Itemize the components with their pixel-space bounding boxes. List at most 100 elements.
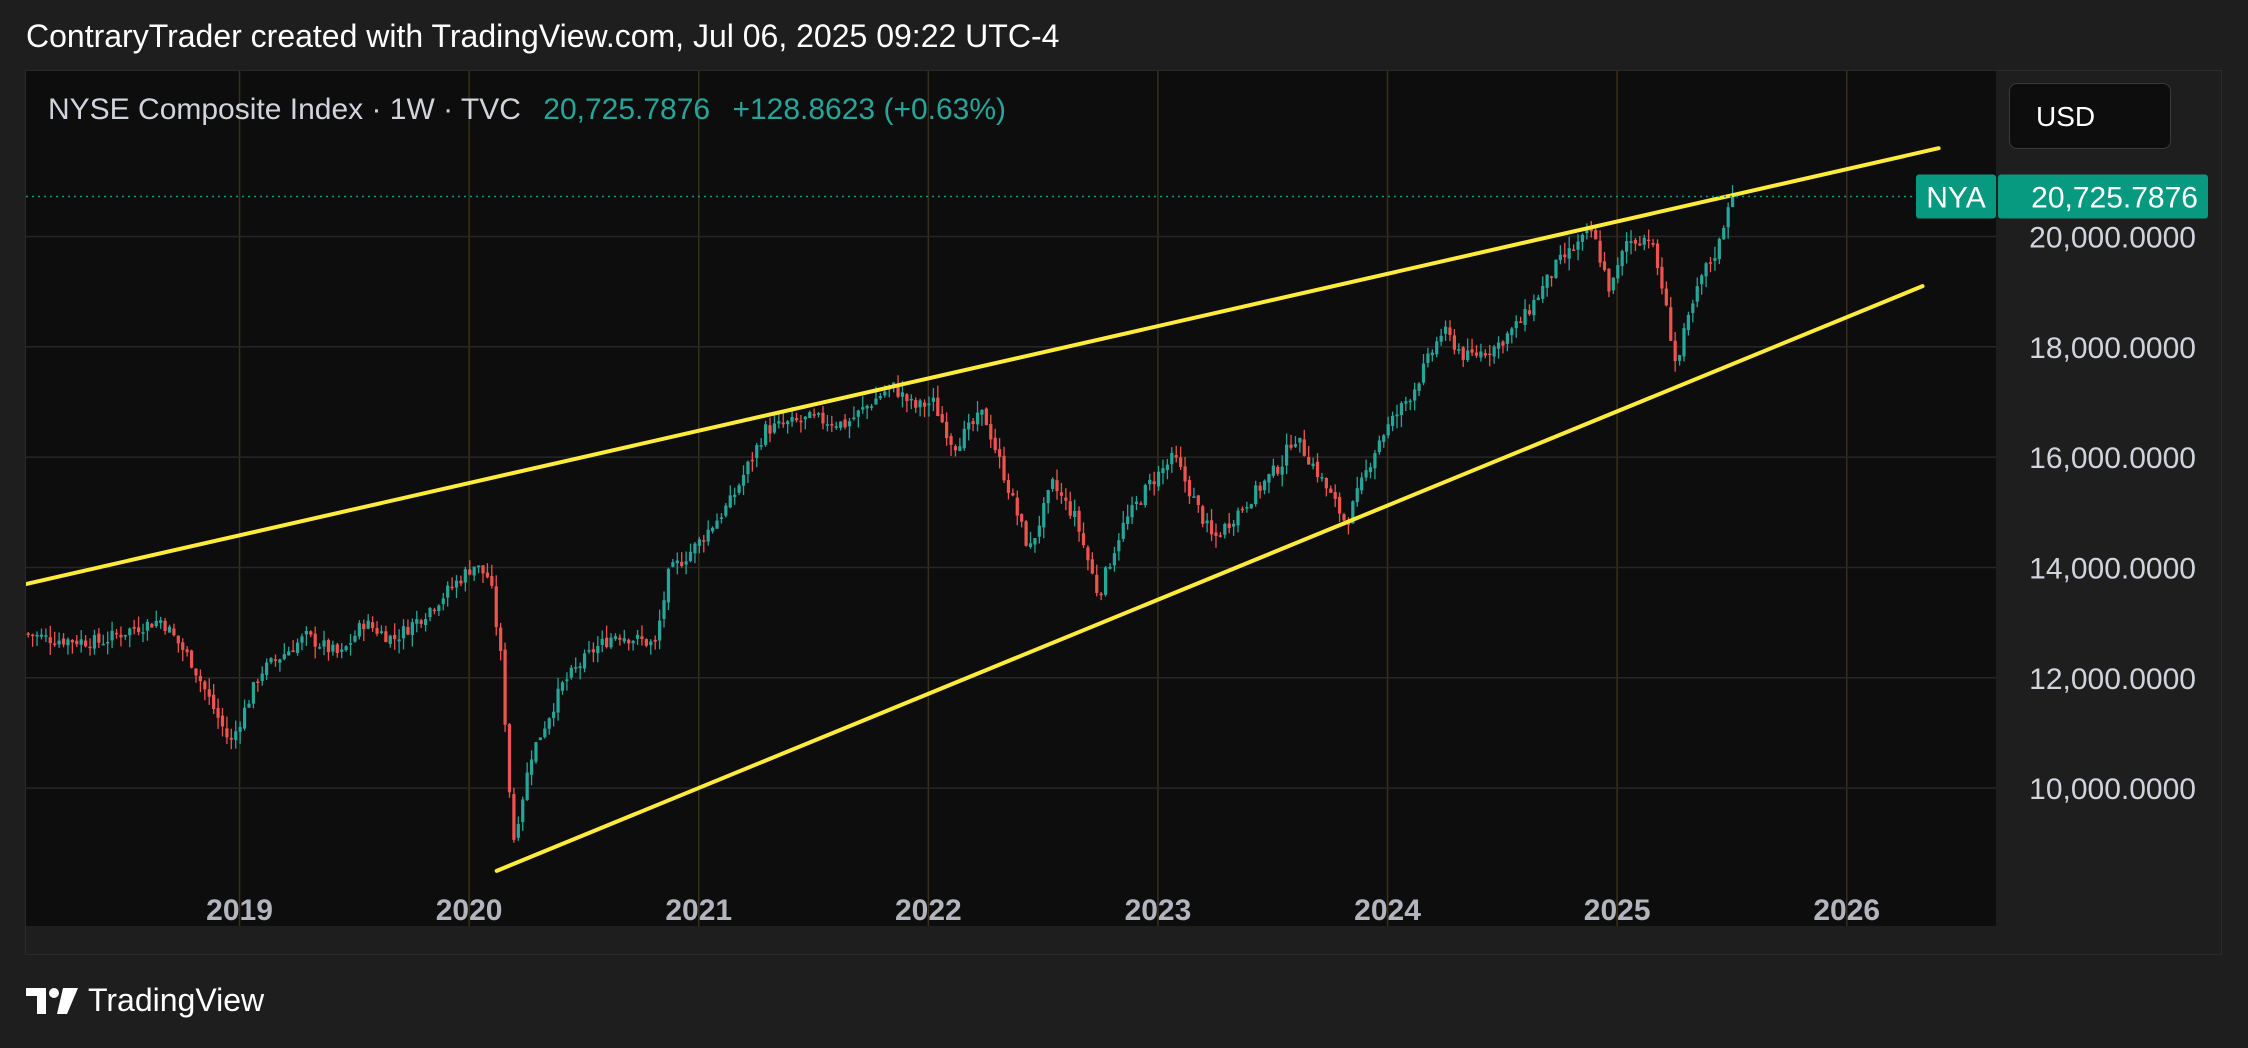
candle-body [123,634,127,637]
price-chart[interactable]: 2019 2020 2021 2022 2023 2024 2025 2026 10,000.0… [26,71,2222,955]
candle-body [931,397,935,402]
candle-body [1064,497,1068,501]
candle-body [1148,479,1152,485]
price-axis-label: 18,000.0000 [2029,332,2196,365]
candle-body [251,682,256,704]
candle-body [1298,437,1302,443]
candle-body [141,632,145,634]
candle-body [66,639,70,646]
candle-body [468,569,472,575]
candle-body [1227,523,1231,529]
candle-body [582,653,587,669]
candle-body [830,424,834,426]
candle-body [1466,350,1470,361]
trendline-lower [494,284,1925,873]
candle-body [357,623,361,637]
candle-body [1686,315,1691,331]
candle-body [490,576,494,586]
plot-background [26,71,2221,954]
candle-body [980,409,984,415]
candle-body [437,605,441,611]
time-axis-label: 2020 [436,894,503,927]
candle-body [618,637,622,640]
candle-body [1209,520,1214,535]
candle-body [1364,470,1368,478]
candle-body [1664,288,1668,306]
candle-body [609,637,613,648]
candle-body [1585,230,1589,234]
candle-body [1342,514,1346,521]
candle-body [1276,466,1280,474]
candle-body [79,639,83,645]
candle-body [1572,249,1576,251]
candle-body [900,392,905,397]
candle-body [92,635,97,649]
candle-body [26,633,30,635]
symbol-legend[interactable]: NYSE Composite Index · 1W · TVC 20,725.7… [48,93,1006,127]
candle-body [1532,300,1536,316]
candle-body [1390,415,1395,426]
candle-body [733,494,737,498]
currency-button[interactable]: USD [2009,83,2171,149]
candle-body [684,561,688,565]
candle-body [1068,501,1072,516]
candle-body [746,461,750,475]
candle-body [1099,593,1103,596]
candle-body [768,425,772,434]
candle-body [1461,347,1465,360]
candle-body [366,620,370,629]
candle-body [481,565,485,574]
candle-body [295,642,300,653]
candle-body [269,658,273,663]
time-axis-label: 2019 [206,894,273,927]
candle-body [1152,481,1156,485]
time-axis-label: 2024 [1354,894,1421,927]
candle-body [1311,463,1315,467]
candle-body [839,421,843,428]
candle-body [697,539,701,546]
candle-body [1050,479,1055,489]
candle-body [1218,535,1222,537]
candle-body [145,621,150,631]
candle-body [273,659,278,661]
candle-body [1439,335,1443,342]
candle-body [53,643,57,645]
candle-body [172,628,176,636]
tradingview-wordmark: TradingView [88,982,265,1018]
candle-body [379,631,384,634]
candle-body [538,737,543,740]
candle-body [984,408,988,426]
candle-body [790,417,794,422]
symbol-title[interactable]: NYSE Composite Index · 1W · TVC [48,93,521,126]
candle-body [936,397,940,417]
candle-body [781,422,785,425]
candle-body [39,634,44,637]
candle-body [728,495,732,508]
candle-body [1201,506,1205,524]
candle-body [512,794,516,840]
candle-body [353,635,357,642]
candle-body [406,626,410,635]
candle-body [578,666,582,669]
candle-body [521,799,525,823]
axes-layer: 2019 2020 2021 2022 2023 2024 2025 2026 10,000.0… [206,174,2208,927]
candle-body [207,689,211,697]
candle-body [905,394,909,402]
price-axis-label: 20,000.0000 [2029,221,2196,254]
candle-body [119,634,123,638]
candle-body [1558,254,1562,260]
candle-body [154,620,158,627]
candle-body [759,445,763,447]
candle-body [423,619,428,625]
footer-branding[interactable]: TradingView [26,982,264,1019]
chart-panel[interactable]: 2019 2020 2021 2022 2023 2024 2025 2026 10,000.0… [25,70,2222,955]
candle-body [256,681,260,684]
candle-body [1351,501,1355,524]
candle-body [454,580,459,588]
candle-body [494,586,498,628]
candle-body [1695,286,1699,302]
candle-body [1452,335,1457,350]
candle-body [631,640,635,644]
candle-body [61,638,66,645]
candle-body [1020,514,1024,522]
